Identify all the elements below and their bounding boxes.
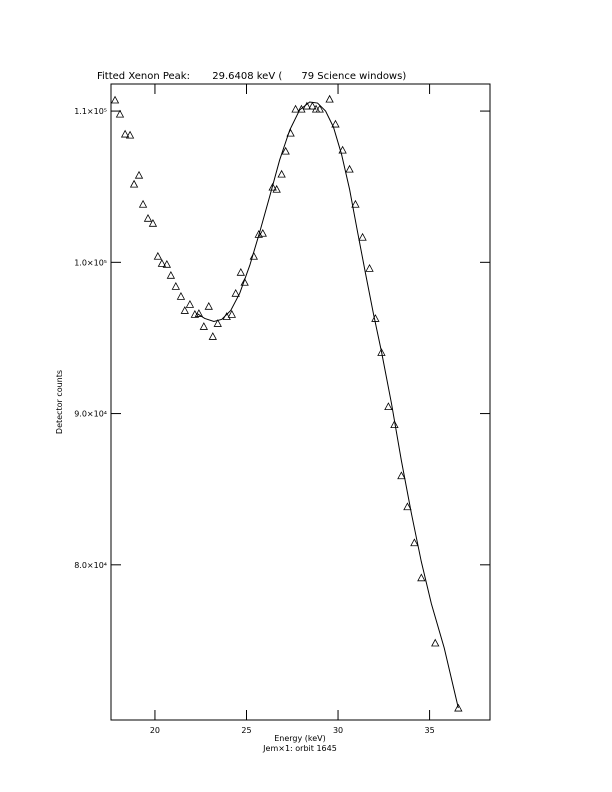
data-point (308, 101, 317, 110)
y-tick-label: 8.0×10⁴ (74, 561, 107, 570)
data-point (166, 270, 176, 279)
data-point (134, 170, 144, 179)
data-point (143, 213, 153, 222)
x-tick-label: 25 (241, 726, 251, 735)
data-point (162, 259, 172, 268)
data-point (272, 184, 281, 193)
data-point (231, 288, 240, 297)
plot-frame (110, 83, 491, 721)
data-point (291, 104, 300, 113)
data-point (410, 538, 419, 547)
data-point (236, 267, 245, 276)
data-point (377, 348, 386, 356)
data-point (384, 402, 393, 411)
y-tick-label: 9.0×10⁴ (74, 410, 107, 419)
y-tick-label: 1.0×10⁵ (74, 258, 107, 267)
data-point (204, 301, 213, 310)
data-point (338, 145, 347, 154)
data-point (331, 119, 340, 128)
x-axis-sublabel: Jem×1: orbit 1645 (262, 744, 337, 753)
data-point (268, 182, 277, 191)
data-point (345, 164, 354, 173)
data-point (358, 232, 367, 241)
y-axis-label: Detector counts (55, 370, 64, 434)
data-point (277, 169, 286, 178)
x-tick-label: 35 (424, 726, 434, 735)
data-point (281, 146, 290, 155)
fit-line (196, 101, 459, 709)
data-point (115, 109, 125, 118)
data-point (258, 228, 267, 237)
data-point (240, 277, 249, 286)
data-point (390, 420, 399, 429)
data-point (454, 703, 463, 712)
data-point (120, 129, 130, 138)
data-point (403, 502, 412, 511)
chart-title: Fitted Xenon Peak: 29.6408 keV ( 79 Scie… (97, 71, 406, 82)
data-point (199, 322, 208, 330)
data-point (129, 179, 139, 188)
data-point (176, 292, 186, 300)
data-point (417, 573, 426, 582)
data-point (171, 282, 180, 290)
data-point (351, 199, 360, 208)
data-point (138, 199, 148, 208)
data-point (157, 259, 167, 267)
data-point (315, 104, 324, 113)
y-tick-label: 1.1×10⁵ (74, 107, 107, 116)
data-point (208, 332, 217, 340)
data-point (365, 264, 374, 272)
data-point (153, 251, 163, 260)
data-point (148, 218, 158, 227)
data-point (185, 300, 195, 308)
data-point (325, 94, 334, 103)
data-point (110, 95, 120, 104)
data-point (180, 306, 189, 314)
data-point (431, 638, 440, 647)
x-tick-label: 20 (150, 726, 160, 735)
data-point (397, 471, 406, 480)
data-point (227, 310, 237, 318)
data-point (125, 130, 135, 139)
x-tick-label: 30 (333, 726, 343, 735)
data-point (213, 319, 222, 327)
x-axis-label: Energy (keV) (274, 734, 326, 743)
